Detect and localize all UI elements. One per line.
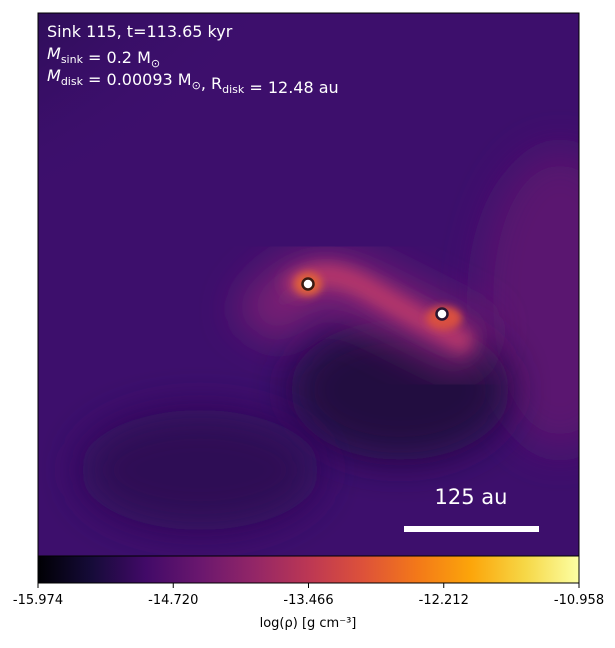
colorbar-tick-label: -12.212 bbox=[419, 593, 469, 608]
annotation-sub: ⊙ bbox=[151, 57, 160, 70]
annotation-sub: sink bbox=[61, 53, 84, 66]
colorbar-tick-label: -15.974 bbox=[13, 593, 63, 608]
annotation-text: = 0.2 M bbox=[83, 48, 151, 67]
sink-marker bbox=[301, 277, 315, 291]
annotation-text: = 12.48 au bbox=[244, 78, 338, 97]
annotation-sub: ⊙ bbox=[192, 79, 201, 92]
annotation-text: , R bbox=[201, 74, 222, 93]
colorbar-tick-label: -13.466 bbox=[283, 593, 333, 608]
colorbar-tick-label: -10.958 bbox=[554, 593, 604, 608]
annotation-text: M bbox=[47, 44, 61, 63]
annotation: Mdisk = 0.00093 M⊙, Rdisk = 12.48 au bbox=[47, 66, 339, 97]
annotation-text: = 0.00093 M bbox=[83, 70, 192, 89]
colorbar-tick-label: -14.720 bbox=[148, 593, 198, 608]
sink-marker bbox=[435, 307, 449, 321]
annotation: Sink 115, t=113.65 kyr bbox=[47, 22, 233, 41]
annotation-text: Sink 115, t=113.65 kyr bbox=[47, 22, 233, 41]
annotation-sub: disk bbox=[61, 75, 84, 88]
density-map: 125 au bbox=[38, 13, 579, 556]
scale-bar-label: 125 au bbox=[435, 485, 508, 509]
colorbar bbox=[37, 555, 580, 584]
colorbar-label: log(ρ) [g cm⁻³] bbox=[260, 616, 357, 631]
annotation-text: M bbox=[47, 66, 61, 85]
annotation-sub: disk bbox=[222, 83, 245, 96]
annotation: Msink = 0.2 M⊙ bbox=[47, 44, 160, 70]
